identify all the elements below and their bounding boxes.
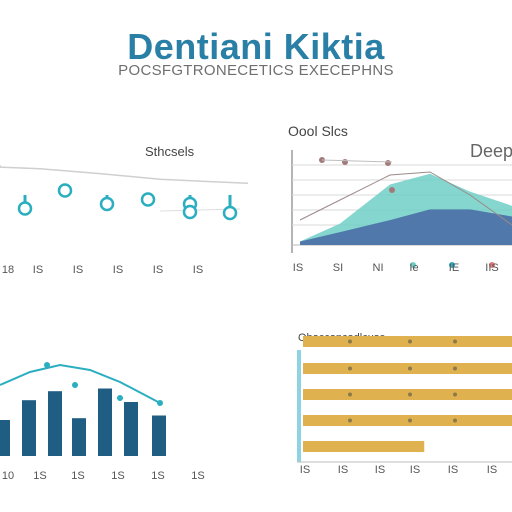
chart3-bar bbox=[48, 391, 62, 456]
chart4-bar-marker bbox=[408, 339, 412, 344]
chart4-bar bbox=[303, 389, 512, 400]
page-title: Dentiani Kiktia bbox=[127, 26, 385, 67]
chart2-title: Oool Slcs bbox=[288, 123, 348, 139]
chart1-tick-label: IS bbox=[112, 264, 124, 276]
chart3-bar bbox=[98, 388, 112, 456]
chart2-tick-label: Ie bbox=[409, 262, 419, 274]
chart1-point bbox=[57, 183, 73, 198]
chart4-y-axis bbox=[297, 350, 301, 462]
chart3-bar bbox=[22, 400, 36, 456]
chart2-legend-dot bbox=[449, 262, 455, 268]
chart1-tick-label: IS bbox=[72, 264, 84, 276]
chart4-tick-label: IS bbox=[299, 464, 311, 476]
chart4-tick-label: IS bbox=[447, 464, 459, 476]
chart4-bar-marker bbox=[348, 418, 352, 423]
chart3-marker bbox=[72, 382, 78, 388]
chart1-tick-label: IS bbox=[32, 264, 44, 276]
chart4-tick-label: IS bbox=[337, 464, 349, 476]
chart4-bar-marker bbox=[408, 392, 412, 397]
chart4-bar-marker bbox=[453, 339, 457, 344]
chart4-bar-marker bbox=[453, 418, 457, 423]
chart1-point bbox=[17, 201, 33, 216]
chart1-title: Sthcsels bbox=[145, 144, 195, 159]
chart3-tick-label: 1S bbox=[111, 470, 125, 482]
chart3-tick-label: 1S bbox=[191, 470, 205, 482]
chart1-tick-label: IS bbox=[192, 264, 204, 276]
chart2-area-series-2 bbox=[300, 209, 512, 245]
chart4-tick-label: IS bbox=[486, 464, 498, 476]
chart1-tick-label: IS bbox=[152, 264, 164, 276]
chart2-tick-label: NI bbox=[372, 262, 384, 274]
chart3-bar bbox=[72, 418, 86, 456]
chart4-bar bbox=[303, 441, 425, 452]
chart3-tick-label: 1S bbox=[33, 470, 47, 482]
chart1-tick-label: 18 bbox=[1, 264, 15, 276]
chart4-tick-label: IS bbox=[409, 464, 421, 476]
chart2-tick-label: IS bbox=[292, 262, 304, 274]
chart4-bar bbox=[303, 363, 512, 374]
chart2-marker-line bbox=[321, 159, 393, 163]
chart1-point bbox=[99, 196, 115, 212]
chart1-point bbox=[140, 192, 156, 207]
chart3-trend-line bbox=[0, 363, 161, 404]
chart2-tick-label: IIS bbox=[485, 262, 499, 274]
chart3-bar bbox=[152, 415, 166, 456]
chart4-bar-marker bbox=[453, 366, 457, 371]
chart2-legend-dot bbox=[410, 262, 416, 268]
chart3-tick-label: 1S bbox=[151, 470, 165, 482]
chart4-bar-marker bbox=[453, 392, 457, 397]
chart3-tick-label: 1S bbox=[71, 470, 85, 482]
chart3-bar bbox=[124, 402, 138, 456]
chart4-bar-marker bbox=[408, 366, 412, 371]
chart1-trend-line bbox=[0, 165, 249, 185]
chart4-bar-marker bbox=[348, 392, 352, 397]
chart4-bar-marker bbox=[348, 366, 352, 371]
chart2-legend-dot bbox=[489, 262, 495, 268]
chart3-tick-label: 10 bbox=[1, 470, 15, 482]
chart2-title-right: Deep bbox=[470, 141, 512, 161]
chart3-bar bbox=[0, 420, 10, 456]
chart1-point bbox=[182, 204, 198, 220]
chart4-bar bbox=[303, 415, 512, 426]
chart2-line bbox=[299, 171, 512, 226]
chart2-tick-label: SI bbox=[332, 262, 344, 274]
chart3-marker bbox=[117, 395, 123, 401]
chart1-point bbox=[222, 205, 238, 221]
chart2-marker bbox=[389, 187, 395, 193]
chart4-bar-marker bbox=[408, 418, 412, 423]
chart4-bar-marker bbox=[348, 339, 352, 344]
chart3-marker bbox=[157, 400, 163, 406]
page-subtitle: POCSFGTRONECETICS EXECEPHNS bbox=[118, 62, 394, 79]
chart4-bar bbox=[303, 336, 512, 347]
chart2-tick-label: IE bbox=[448, 262, 460, 274]
chart4-tick-label: IS bbox=[374, 464, 386, 476]
chart3-marker bbox=[44, 362, 50, 368]
